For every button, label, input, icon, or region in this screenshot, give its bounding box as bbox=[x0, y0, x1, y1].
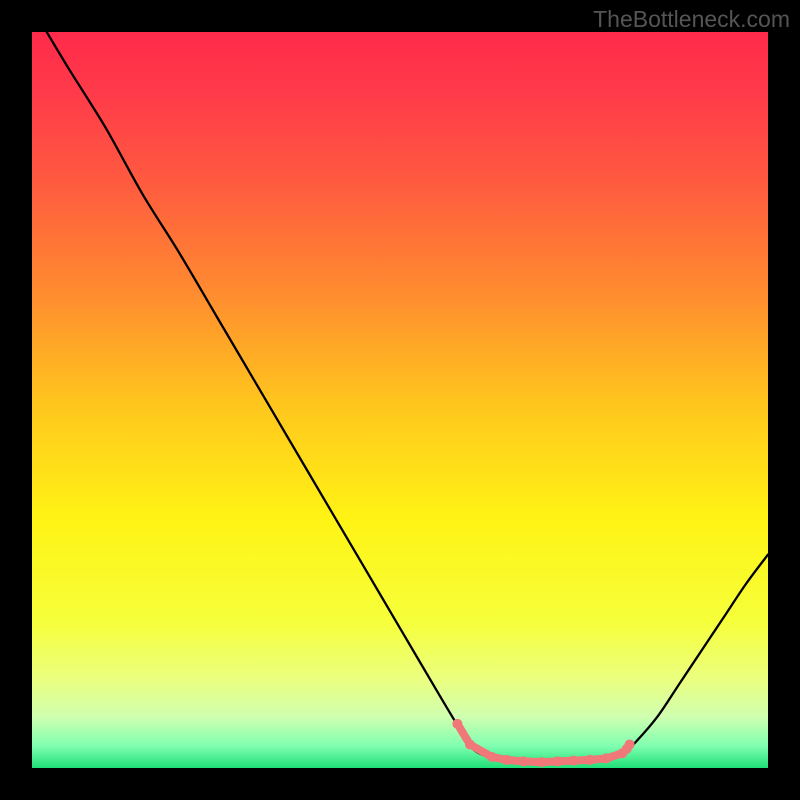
plot-area bbox=[32, 32, 768, 768]
chart-svg bbox=[32, 32, 768, 768]
watermark-text: TheBottleneck.com bbox=[593, 6, 790, 33]
gradient-background bbox=[32, 32, 768, 768]
plot-container bbox=[32, 32, 768, 768]
